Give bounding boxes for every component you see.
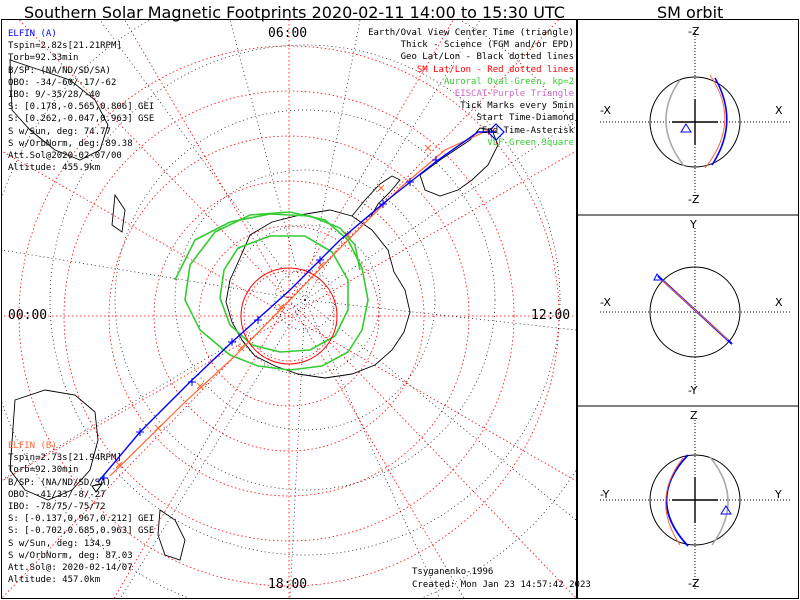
elfin-b-line: B/SP: (NA/ND/SD/SA) bbox=[8, 477, 111, 488]
legend-item: VLF-Green Square bbox=[487, 137, 574, 148]
elfin-b-line: Tspin=2.73s[21.94RPM] bbox=[8, 453, 122, 464]
time-label-right: 12:00 bbox=[531, 308, 571, 323]
elfin-b-line: S w/Sun, deg: 134.9 bbox=[8, 538, 111, 549]
elfin-b-line: S: [-0.137,0.967,0.212] GEI bbox=[8, 514, 155, 525]
orbit1-left-label: -X bbox=[600, 104, 611, 117]
elfin-a-line: Torb=92.33min bbox=[8, 53, 79, 64]
legend-item: Tick Marks every 5min bbox=[460, 101, 574, 112]
africa-tip bbox=[9, 59, 109, 161]
elfin-a-line: OBO: -34/-60/-17/-62 bbox=[8, 77, 117, 88]
orbit-panel-1 bbox=[600, 30, 790, 200]
legend-item: Thick - Science (FGM and/or EPD) bbox=[400, 40, 574, 51]
elfin-a-line: IBO: 9/-35/28/-40 bbox=[8, 90, 101, 101]
elfin-a-line: Tspin=2.82s[21.21RPM] bbox=[8, 41, 122, 52]
orbit1-right-label: X bbox=[775, 104, 783, 117]
legend-item: Earth/Oval View Center Time (triangle) bbox=[368, 28, 574, 38]
elfin-a-header: ELFIN (A) bbox=[8, 29, 57, 39]
sm-polar-circle bbox=[240, 267, 338, 365]
time-label-top: 06:00 bbox=[268, 26, 308, 41]
orbit2-left-label: -X bbox=[600, 296, 611, 309]
coastlines bbox=[9, 59, 499, 561]
geo-grid bbox=[2, 19, 576, 599]
elfin-a-line: B/SP: (NA/ND/SD/SA) bbox=[8, 65, 111, 76]
elfin-b-line: Att.Sol@: 2020-02-14/07 bbox=[8, 563, 133, 574]
south-america-tip bbox=[419, 127, 499, 197]
elfin-b-line: S w/OrbNorm, deg: 87.03 bbox=[8, 550, 133, 561]
start-diamond bbox=[487, 123, 505, 141]
oval-inner bbox=[219, 235, 349, 353]
elfin-a-line: S: [0.178,-0.565,0.806] GEI bbox=[8, 102, 155, 113]
new-zealand bbox=[157, 509, 186, 561]
elfin-b-header: ELFIN (B) bbox=[8, 441, 57, 451]
legend-item: Start Time-Diamond bbox=[476, 113, 574, 124]
legend-item: SM Lat/Lon - Red dotted lines bbox=[416, 64, 574, 75]
page-title: Southern Solar Magnetic Footprints 2020-… bbox=[24, 3, 565, 22]
model-label: Tsyganenko-1996 bbox=[412, 567, 494, 577]
orbit-panel-2 bbox=[600, 228, 790, 390]
time-label-left: 00:00 bbox=[8, 308, 48, 323]
elfin-a-line: Altitude: 455.9km bbox=[8, 163, 101, 174]
auroral-ovals bbox=[174, 211, 369, 371]
orbit3-bottom-label: -Z bbox=[688, 577, 700, 590]
elfin-a-track bbox=[91, 123, 505, 493]
elfin-b-track bbox=[109, 127, 494, 477]
orbit2-right-label: X bbox=[775, 296, 783, 309]
orbit2-top-label: Y bbox=[690, 218, 697, 231]
orbit-panel-3 bbox=[600, 420, 790, 590]
map-frame bbox=[1, 19, 577, 599]
created-label: Created: Mon Jan 23 14:57:42 2023 bbox=[412, 580, 591, 590]
time-label-bottom: 18:00 bbox=[268, 577, 308, 592]
legend-item: Geo Lat/Lon - Black dotted lines bbox=[400, 52, 574, 63]
legend-item: End Time-Asterisk bbox=[481, 125, 574, 136]
australia-coast bbox=[9, 389, 99, 501]
end-triangle bbox=[91, 483, 104, 493]
elfin-b-info: ELFIN (B) Tspin=2.73s[21.94RPM] Torb=92.… bbox=[8, 440, 154, 586]
elfin-b-line: IBO: -78/75/-75/72 bbox=[8, 502, 106, 513]
oval-mid bbox=[174, 213, 361, 281]
elfin-a-line: S: [0.262,-0.047,0.963] GSE bbox=[8, 114, 155, 125]
elfin-b-line: Torb=92.30min bbox=[8, 465, 79, 476]
elfin-b-line: Altitude: 457.0km bbox=[8, 575, 101, 586]
orbit3-top-label: Z bbox=[690, 409, 698, 422]
madagascar bbox=[111, 193, 126, 233]
orbit3-left-label: -Y bbox=[600, 488, 610, 501]
orbit2-bottom-label: -Y bbox=[688, 384, 698, 397]
elfin-a-info: ELFIN (A) Tspin=2.82s[21.21RPM] Torb=92.… bbox=[8, 28, 154, 174]
elfin-a-line: Att.Sol@2020-02-07/00 bbox=[8, 151, 122, 162]
elfin-a-line: S w/Sun, deg: 74.77 bbox=[8, 126, 111, 137]
legend: Earth/Oval View Center Time (triangle) T… bbox=[368, 27, 574, 149]
orbit-title: SM orbit bbox=[657, 3, 724, 22]
legend-item: EISCAT-Purple Triangle bbox=[454, 89, 574, 100]
elfin-b-line: S: [-0.702,0.685,0.963] GSE bbox=[8, 526, 155, 537]
elfin-a-line: S w/OrbNorm, deg: 89.38 bbox=[8, 138, 133, 149]
legend-item: Auroral Oval-Green, kp=2 bbox=[443, 76, 574, 87]
elfin-b-line: OBO: -41/33/-8/-27 bbox=[8, 489, 106, 500]
orbit3-right-label: Y bbox=[775, 488, 782, 501]
orbit1-top-label: -Z bbox=[688, 25, 700, 38]
sm-grid bbox=[2, 19, 576, 599]
orbit1-bottom-label: -Z bbox=[688, 193, 700, 206]
antarctic-peninsula bbox=[351, 175, 401, 219]
orbit-frame bbox=[577, 19, 799, 599]
antarctica-coast bbox=[225, 209, 411, 379]
